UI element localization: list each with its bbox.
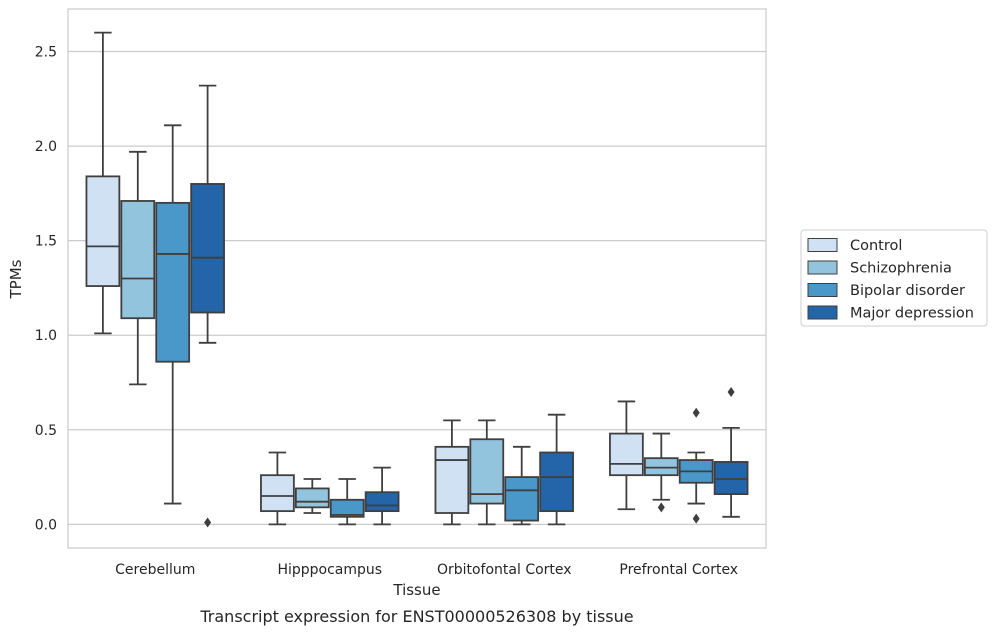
legend-swatch [807,260,838,275]
box [85,31,121,335]
outlier-point [692,407,700,418]
legend-item-label: Bipolar disorder [850,283,965,299]
legend-item-label: Schizophrenia [850,261,952,277]
legend-swatch [807,305,838,320]
box [155,124,191,505]
box [713,386,749,518]
y-tick-label: 1.5 [35,234,57,250]
y-tick-label: 2.0 [35,139,57,155]
box [294,478,330,514]
box [469,419,505,526]
plot-frame [67,8,767,549]
outlier-point [727,386,735,397]
x-tick-label: Hipppocampus [277,562,382,578]
box-plot-area [85,31,749,528]
x-axis-ticks: Cerebellum Hipppocampus Orbitofontal Corte… [115,562,738,578]
y-tick-label: 1.0 [35,328,57,344]
outlier-point [692,513,700,524]
box-body [469,438,505,505]
box-body [713,461,749,496]
outlier-point [204,517,212,528]
y-axis-label: TPMs [7,259,25,299]
legend: Control Schizophrenia Bipolar disorder Majo… [800,229,988,327]
box-body [260,474,295,513]
box [329,478,365,526]
box-body [609,432,644,477]
x-tick-label: Cerebellum [115,562,195,578]
box [260,451,295,526]
box-body [85,175,121,287]
outlier-point [657,502,665,513]
box-body [643,457,679,477]
x-tick-label: Prefrontal Cortex [619,562,738,578]
legend-swatch [807,283,838,297]
x-tick-label: Orbitofontal Cortex [437,562,572,578]
box [434,419,470,526]
chart-caption: Transcript expression for ENST0000052630… [199,607,633,626]
box-body [190,183,225,314]
box [120,150,156,386]
box-body [329,498,365,518]
box-body [120,200,156,320]
box [609,400,644,511]
legend-item-label: Control [850,238,902,254]
legend-frame [800,229,988,327]
box [504,445,540,526]
box-body [294,487,330,509]
box-body [364,491,400,513]
y-tick-label: 0.5 [35,423,57,439]
box [190,84,225,528]
box-body [434,445,470,514]
y-axis-ticks: 0.0 0.5 1.0 1.5 2.0 2.5 [35,45,57,534]
box-body [155,201,191,363]
y-tick-label: 0.0 [35,517,57,533]
x-axis-label: Tissue [392,581,440,599]
box-body [539,451,574,513]
legend-item-label: Major depression [850,306,974,322]
box [643,432,679,513]
y-tick-label: 2.5 [35,45,57,61]
legend-swatch [807,238,838,252]
box [364,466,400,526]
box [539,413,574,526]
box [678,407,714,524]
box-body [504,476,540,522]
